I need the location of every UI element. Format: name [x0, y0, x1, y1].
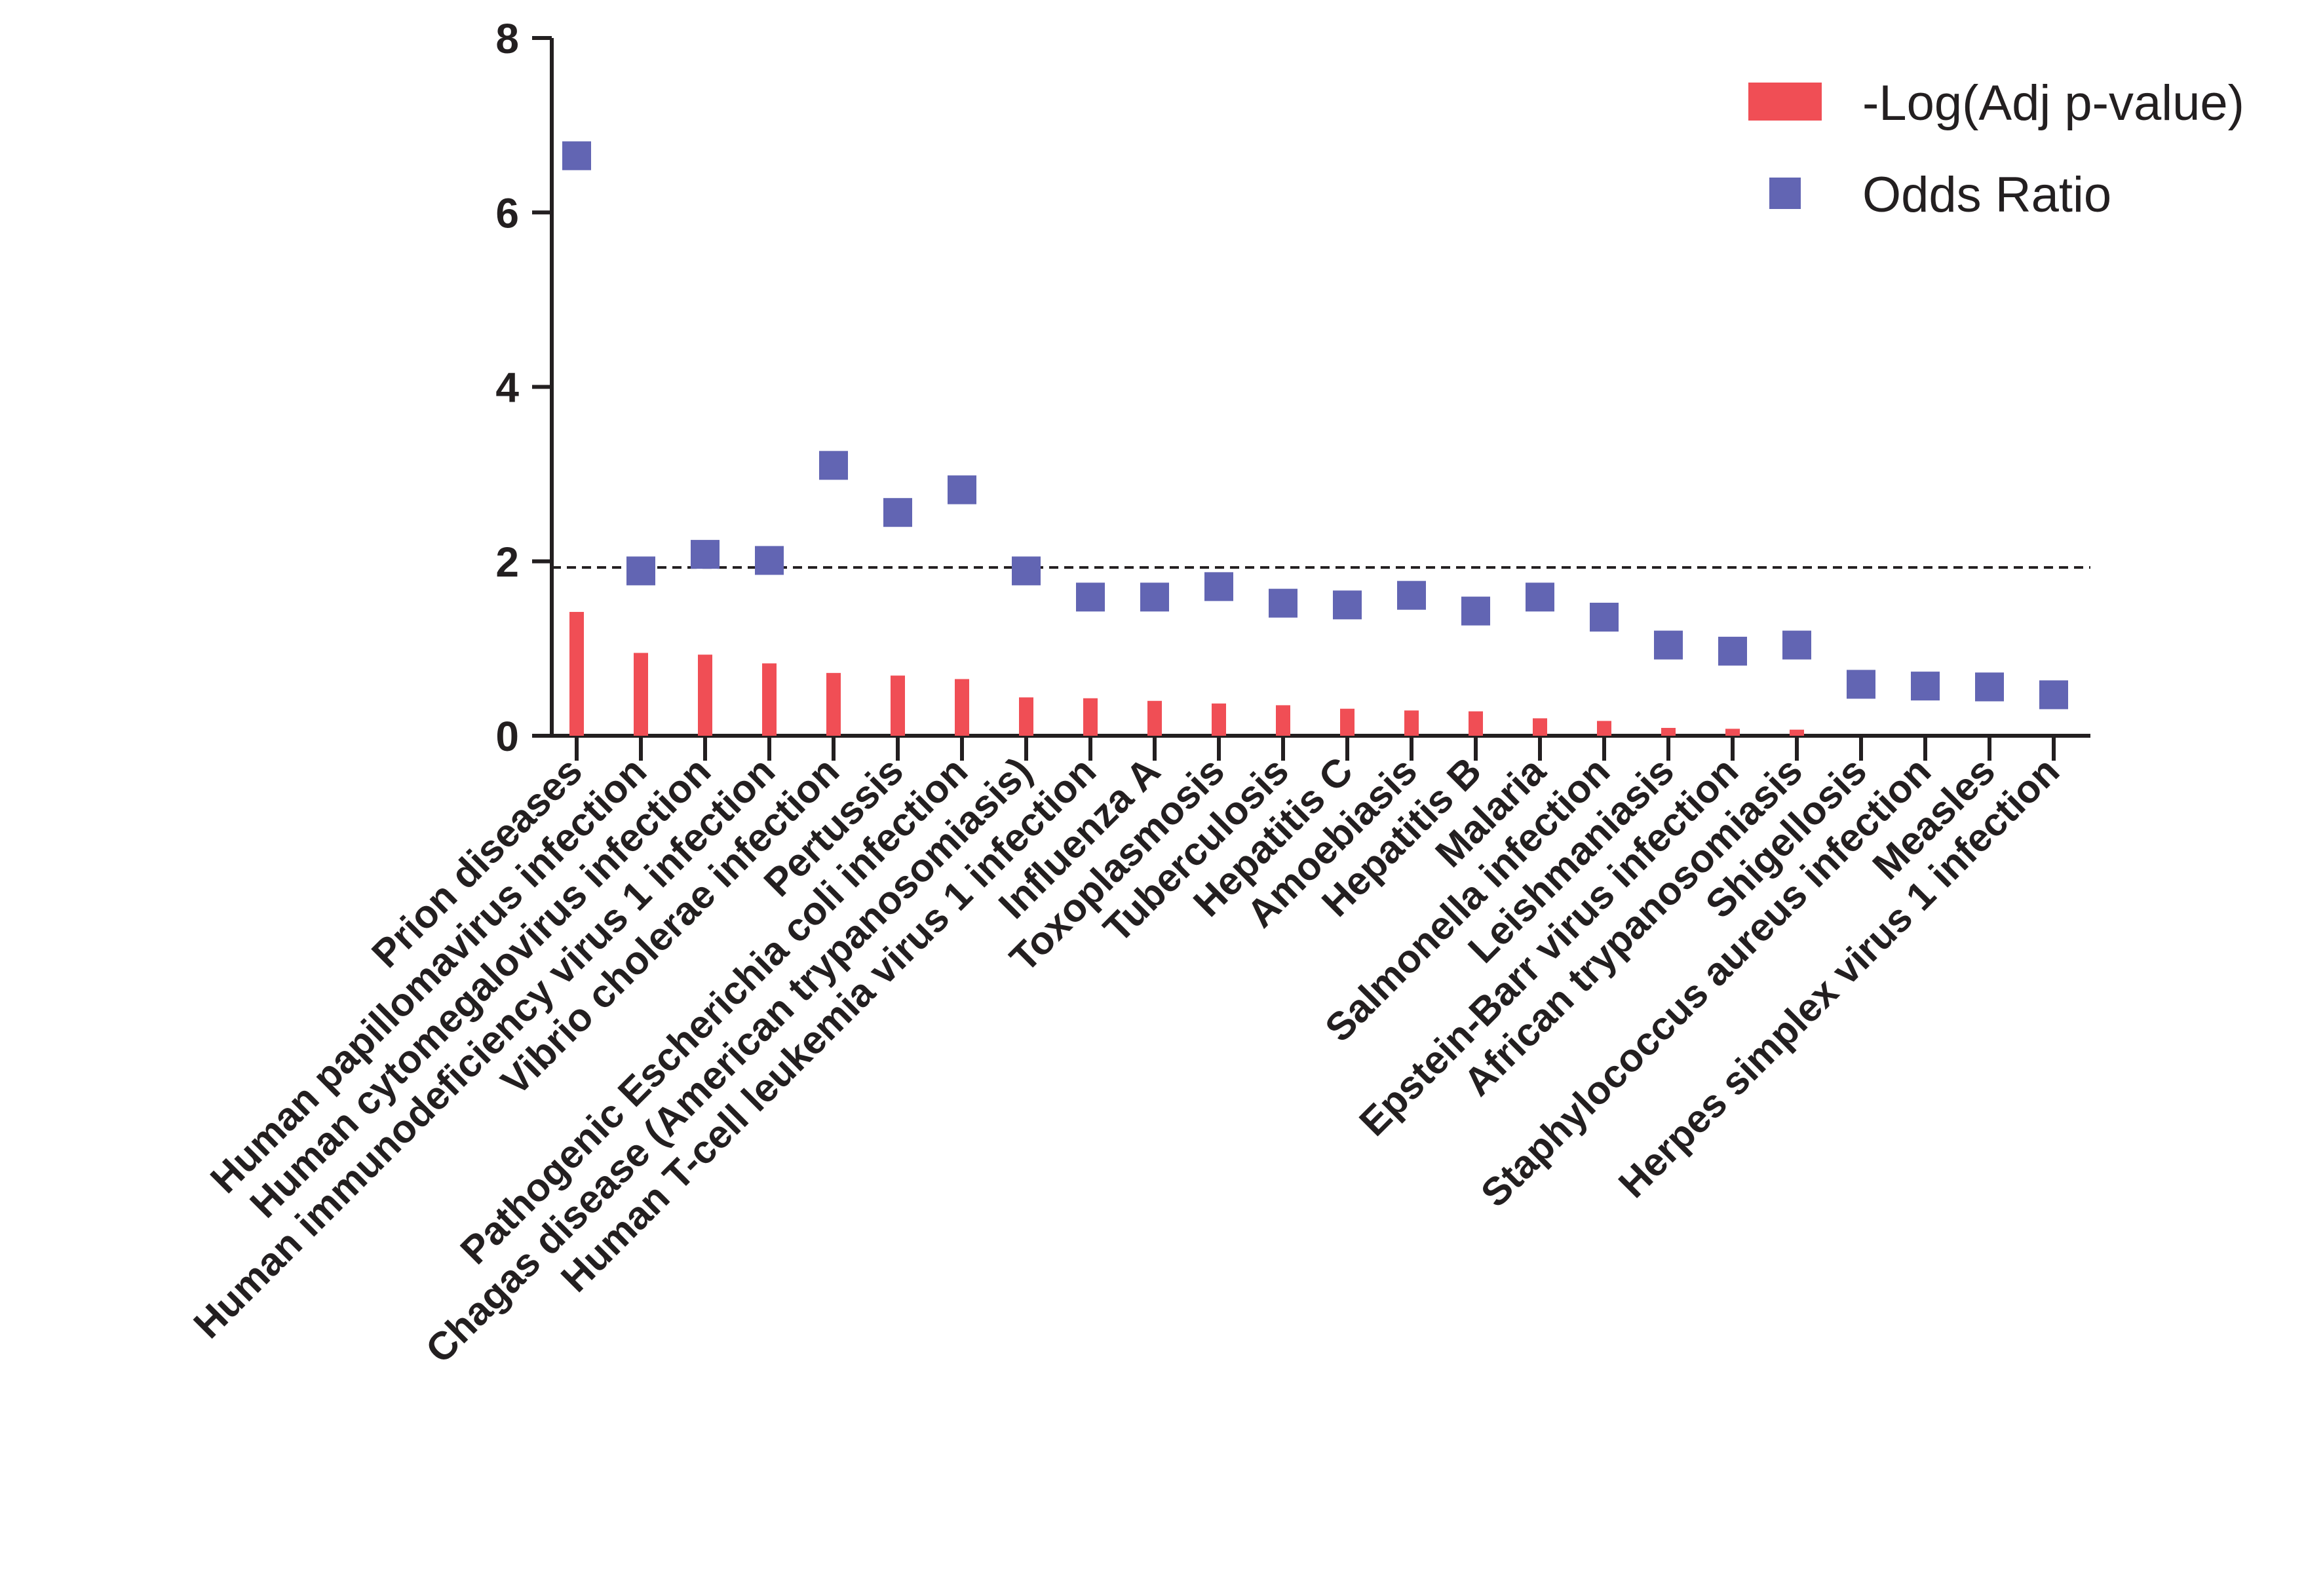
bar: [1533, 718, 1547, 736]
legend-bar-swatch: [1748, 83, 1822, 121]
odds-ratio-point: [1911, 672, 1940, 701]
odds-ratio-point: [1012, 556, 1041, 586]
bar: [762, 663, 777, 736]
odds-ratio-point: [1397, 580, 1426, 610]
odds-ratio-point: [755, 546, 784, 575]
y-axis: 0 2 4 6 8: [495, 15, 554, 760]
odds-ratio-point: [948, 475, 976, 504]
y-tick-label: 0: [495, 713, 519, 760]
odds-ratio-point: [1782, 630, 1811, 660]
odds-ratio-point: [1526, 582, 1554, 612]
bar: [1404, 710, 1419, 736]
bar: [1340, 708, 1355, 736]
odds-ratio-point: [1204, 572, 1233, 601]
bar: [1661, 728, 1676, 736]
odds-ratio-point: [1333, 590, 1362, 620]
y-tick-label: 8: [495, 15, 519, 62]
bar: [1725, 729, 1740, 736]
bar-series: [569, 611, 1804, 736]
odds-ratio-series: [562, 141, 2068, 710]
bar: [826, 673, 841, 736]
y-tick-label: 4: [495, 364, 519, 411]
legend: -Log(Adj p-value) Odds Ratio: [1748, 75, 2244, 223]
legend-marker-swatch: [1769, 178, 1801, 209]
bar: [891, 675, 905, 736]
odds-ratio-point: [819, 451, 848, 480]
odds-ratio-point: [1461, 596, 1490, 626]
legend-marker-label: Odds Ratio: [1862, 167, 2111, 223]
bar: [1597, 721, 1611, 736]
bar: [1019, 697, 1033, 736]
legend-bar-label: -Log(Adj p-value): [1862, 75, 2244, 131]
bar: [1790, 729, 1804, 736]
bar: [1147, 700, 1162, 736]
odds-ratio-point: [1590, 602, 1619, 632]
odds-ratio-point: [1076, 582, 1105, 612]
odds-ratio-point: [1140, 582, 1169, 612]
odds-ratio-point: [883, 498, 912, 527]
odds-ratio-point: [691, 540, 720, 569]
odds-ratio-point: [1718, 636, 1747, 666]
bar: [1276, 705, 1290, 736]
odds-ratio-point: [1654, 630, 1683, 660]
bar: [955, 679, 969, 736]
y-tick-label: 6: [495, 189, 519, 237]
bar: [569, 611, 584, 736]
odds-ratio-point: [1847, 670, 1875, 699]
odds-ratio-point: [2039, 680, 2068, 710]
bar: [698, 655, 712, 736]
bar: [1083, 698, 1098, 736]
odds-ratio-point: [1269, 588, 1297, 618]
odds-ratio-point: [626, 556, 655, 586]
y-tick-label: 2: [495, 539, 519, 586]
bar: [634, 653, 648, 736]
bar: [1212, 703, 1226, 736]
bar: [1469, 711, 1483, 736]
odds-ratio-point: [562, 141, 591, 170]
odds-ratio-point: [1975, 672, 2004, 702]
